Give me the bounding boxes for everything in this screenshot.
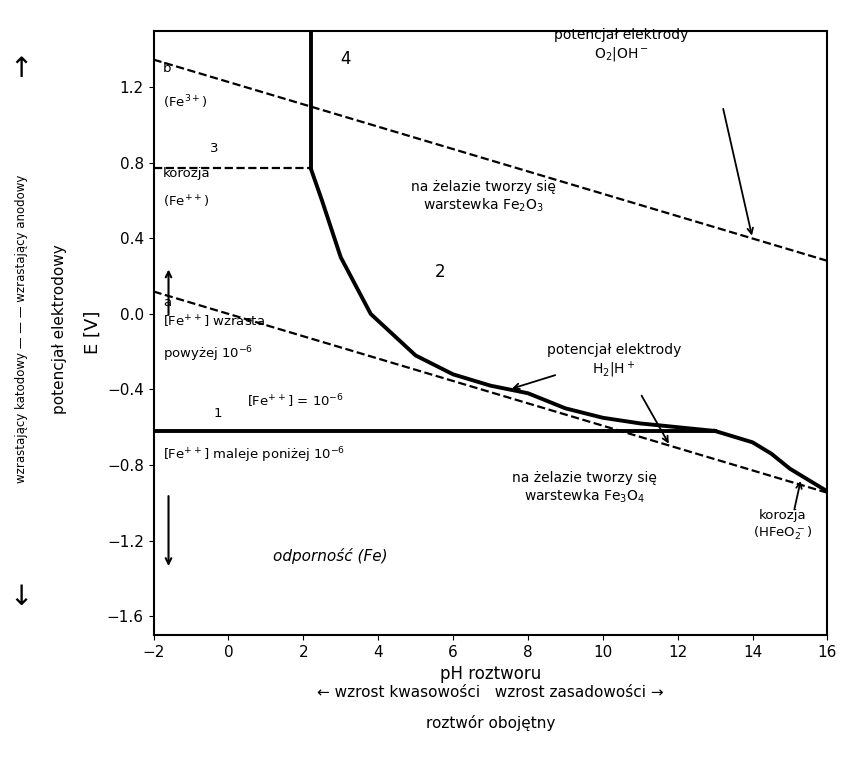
Y-axis label: E [V]: E [V]: [83, 311, 101, 354]
Text: 1: 1: [213, 408, 222, 421]
Text: ← wzrost kwasowości   wzrost zasadowości →: ← wzrost kwasowości wzrost zasadowości →: [317, 685, 663, 700]
Text: roztwór obojętny: roztwór obojętny: [425, 715, 555, 731]
Text: na żelazie tworzy się
warstewka Fe$_2$O$_3$: na żelazie tworzy się warstewka Fe$_2$O$…: [410, 180, 555, 213]
Text: ↓: ↓: [9, 583, 33, 610]
Text: 3: 3: [210, 142, 218, 155]
Text: odporność (Fe): odporność (Fe): [273, 548, 388, 564]
Text: potencjał elektrodowy: potencjał elektrodowy: [52, 244, 67, 414]
Text: 4: 4: [340, 50, 351, 68]
Text: [Fe$^{++}$] maleje poniżej $10^{-6}$: [Fe$^{++}$] maleje poniżej $10^{-6}$: [163, 446, 345, 465]
Text: (Fe$^{++}$): (Fe$^{++}$): [163, 194, 210, 210]
Text: ↑: ↑: [9, 55, 33, 83]
Text: (Fe$^{3+}$): (Fe$^{3+}$): [163, 93, 207, 111]
Text: powyżej $10^{-6}$: powyżej $10^{-6}$: [163, 344, 253, 363]
Text: [Fe$^{++}$] wzrasta: [Fe$^{++}$] wzrasta: [163, 314, 265, 330]
Text: potencjał elektrody
H$_2$|H$^+$: potencjał elektrody H$_2$|H$^+$: [546, 343, 681, 379]
Text: [Fe$^{++}$] = $10^{-6}$: [Fe$^{++}$] = $10^{-6}$: [247, 392, 343, 409]
Text: a: a: [163, 296, 170, 309]
X-axis label: pH roztworu: pH roztworu: [440, 666, 540, 683]
Text: b: b: [163, 62, 171, 75]
Text: na żelazie tworzy się
warstewka Fe$_3$O$_4$: na żelazie tworzy się warstewka Fe$_3$O$…: [511, 470, 656, 505]
Text: korozja: korozja: [163, 167, 210, 180]
Text: korozja
(HFeO$_2^-$): korozja (HFeO$_2^-$): [752, 509, 811, 542]
Text: 2: 2: [434, 263, 445, 282]
Text: potencjał elektrody
O$_2$|OH$^-$: potencjał elektrody O$_2$|OH$^-$: [554, 28, 688, 63]
Text: wzrastający katodowy — — — wzrastający anodowy: wzrastający katodowy — — — wzrastający a…: [14, 174, 28, 483]
